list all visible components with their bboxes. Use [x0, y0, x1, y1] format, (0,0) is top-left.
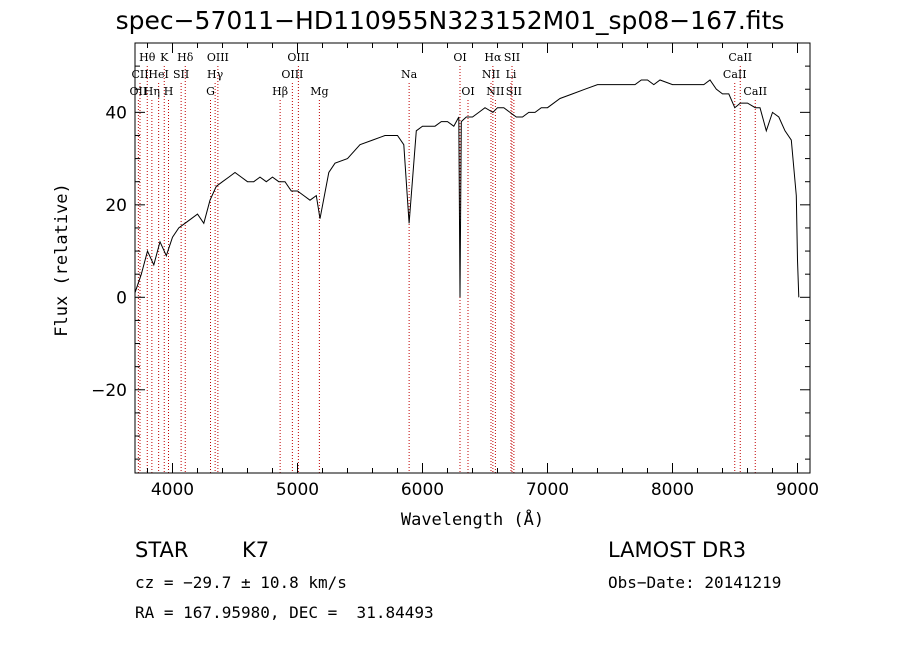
y-tick-label: −20: [91, 381, 127, 401]
redshift-text: cz = −29.7 ± 10.8 km/s: [135, 573, 347, 592]
spectral-subclass: K7: [242, 538, 270, 562]
line-marker-label: Hβ: [272, 85, 288, 98]
line-marker-label: OI: [453, 51, 466, 64]
x-tick-label: 7000: [526, 480, 569, 500]
object-class: STAR: [135, 538, 189, 562]
emission-line-labels: Hθ OII CII Hη HeI K H SII Hδ G Hγ OIII Hβ OIII OIII Mg N…: [130, 51, 768, 98]
line-marker-label: K: [160, 51, 169, 64]
line-marker-label: SII: [504, 51, 520, 64]
line-marker-label: CaII: [723, 68, 747, 81]
y-axis-ticks: −20 0 20 40: [91, 42, 810, 460]
chart-title: spec−57011−HD110955N323152M01_sp08−167.f…: [115, 6, 785, 35]
plot-frame: [134, 42, 811, 474]
survey-name: LAMOST DR3: [608, 538, 747, 562]
x-tick-label: 4000: [151, 480, 194, 500]
y-tick-label: 20: [105, 196, 127, 216]
line-marker-label: Li: [506, 68, 517, 81]
line-marker-label: OI: [461, 85, 474, 98]
line-marker-label: Na: [401, 68, 418, 81]
x-tick-label: 5000: [276, 480, 319, 500]
line-marker-label: Hθ: [139, 51, 156, 64]
obs-date-text: Obs−Date: 20141219: [608, 573, 782, 592]
line-marker-label: Mg: [310, 85, 328, 98]
y-tick-label: 0: [116, 288, 127, 308]
line-marker-label: CaII: [728, 51, 752, 64]
y-tick-label: 40: [105, 103, 127, 123]
line-marker-label: G: [206, 85, 215, 98]
line-marker-label: HeI: [148, 68, 168, 81]
y-axis-label: Flux (relative): [52, 183, 72, 337]
line-marker-label: CaII: [743, 85, 767, 98]
line-marker-label: NII: [482, 68, 500, 81]
line-marker-label: SII: [506, 85, 522, 98]
line-marker-label: H: [164, 85, 174, 98]
x-tick-label: 6000: [401, 480, 444, 500]
x-tick-label: 9000: [776, 480, 819, 500]
line-marker-label: OIII: [207, 51, 229, 64]
line-marker-label: SII: [173, 68, 189, 81]
line-marker-label: Hα: [484, 51, 502, 64]
line-marker-label: OIII: [287, 51, 309, 64]
emission-line-markers: [137, 66, 756, 473]
line-marker-label: Hδ: [177, 51, 194, 64]
x-axis-ticks: 4000 5000 6000 7000 8000 9000: [147, 43, 819, 500]
line-marker-label: Hγ: [207, 68, 224, 81]
line-marker-label: CII: [131, 68, 148, 81]
line-marker-label: Hη: [144, 85, 160, 98]
coordinates-text: RA = 167.95980, DEC = 31.84493: [135, 603, 434, 622]
x-axis-label: Wavelength (Å): [400, 510, 545, 530]
spectrum-line: [134, 79, 800, 298]
line-marker-label: OII: [130, 85, 148, 98]
x-tick-label: 8000: [651, 480, 694, 500]
line-marker-label: OIII: [281, 68, 303, 81]
line-marker-label: NII: [486, 85, 504, 98]
